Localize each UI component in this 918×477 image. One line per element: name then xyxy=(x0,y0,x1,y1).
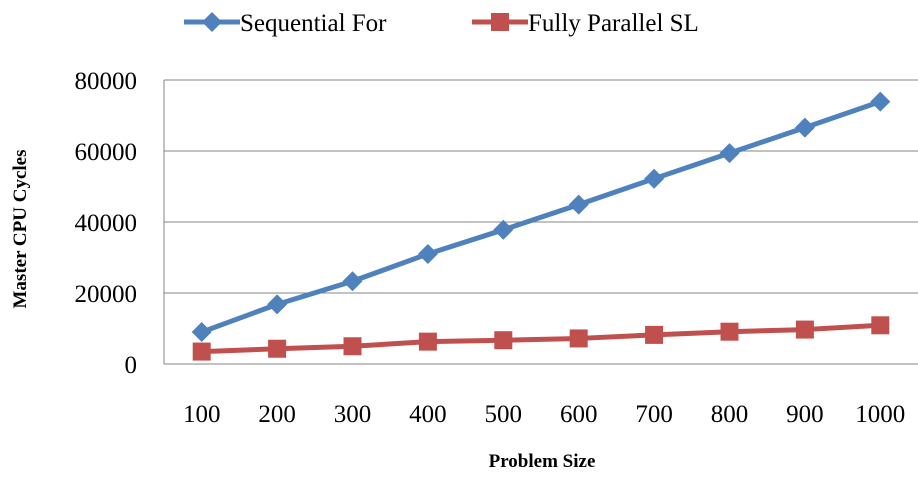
x-tick-label: 600 xyxy=(560,401,598,428)
y-tick-label: 60000 xyxy=(75,139,138,166)
series-line xyxy=(200,99,882,335)
data-point-diamond xyxy=(342,271,363,292)
gridlines xyxy=(163,79,918,365)
data-point-diamond xyxy=(191,322,212,343)
x-axis-tick-labels: 100 200 300 400 500 600 700 800 900 1000 xyxy=(183,401,905,428)
x-tick-label: 300 xyxy=(334,401,372,428)
x-tick-label: 1000 xyxy=(855,401,905,428)
series-fully-parallel-sl xyxy=(192,316,890,361)
legend-item-fully-parallel-sl: Fully Parallel SL xyxy=(472,10,699,37)
data-point-square xyxy=(343,337,362,356)
data-point-diamond xyxy=(719,143,740,164)
legend-label-sequential-for: Sequential For xyxy=(240,10,387,37)
series-layer xyxy=(191,91,891,361)
y-axis-tick-labels: 0 20000 40000 60000 80000 xyxy=(75,68,138,379)
data-point-diamond xyxy=(493,219,514,240)
data-point-square xyxy=(192,342,211,361)
x-tick-label: 900 xyxy=(786,401,824,428)
y-axis-title: Master CPU Cycles xyxy=(10,150,31,309)
data-point-square xyxy=(569,329,588,348)
data-point-square xyxy=(268,339,287,358)
x-tick-label: 800 xyxy=(711,401,749,428)
series-sequential-for xyxy=(191,91,891,343)
x-tick-label: 100 xyxy=(183,401,221,428)
data-point-square xyxy=(795,320,814,339)
data-point-square xyxy=(645,325,664,344)
series-line xyxy=(201,322,881,355)
x-tick-label: 500 xyxy=(485,401,523,428)
data-point-diamond xyxy=(568,194,589,215)
legend: Sequential For Fully Parallel SL xyxy=(184,10,699,37)
x-tick-label: 400 xyxy=(409,401,447,428)
y-tick-label: 40000 xyxy=(75,210,138,237)
data-point-square xyxy=(871,316,890,335)
x-axis-title: Problem Size xyxy=(489,451,596,472)
data-point-diamond xyxy=(644,168,665,189)
legend-marker-square-icon xyxy=(491,13,509,31)
data-point-square xyxy=(720,322,739,341)
y-tick-label: 80000 xyxy=(75,68,138,95)
data-point-square xyxy=(418,332,437,351)
data-point-diamond xyxy=(417,243,438,264)
data-point-square xyxy=(494,331,513,350)
legend-label-fully-parallel-sl: Fully Parallel SL xyxy=(528,10,699,37)
data-point-diamond xyxy=(267,294,288,315)
x-tick-label: 700 xyxy=(635,401,673,428)
x-tick-label: 200 xyxy=(258,401,296,428)
data-point-diamond xyxy=(794,117,815,138)
legend-item-sequential-for: Sequential For xyxy=(184,10,387,37)
y-tick-label: 20000 xyxy=(75,281,138,308)
data-point-diamond xyxy=(870,91,891,112)
legend-marker-diamond-icon xyxy=(202,12,222,32)
y-tick-label: 0 xyxy=(125,352,138,379)
